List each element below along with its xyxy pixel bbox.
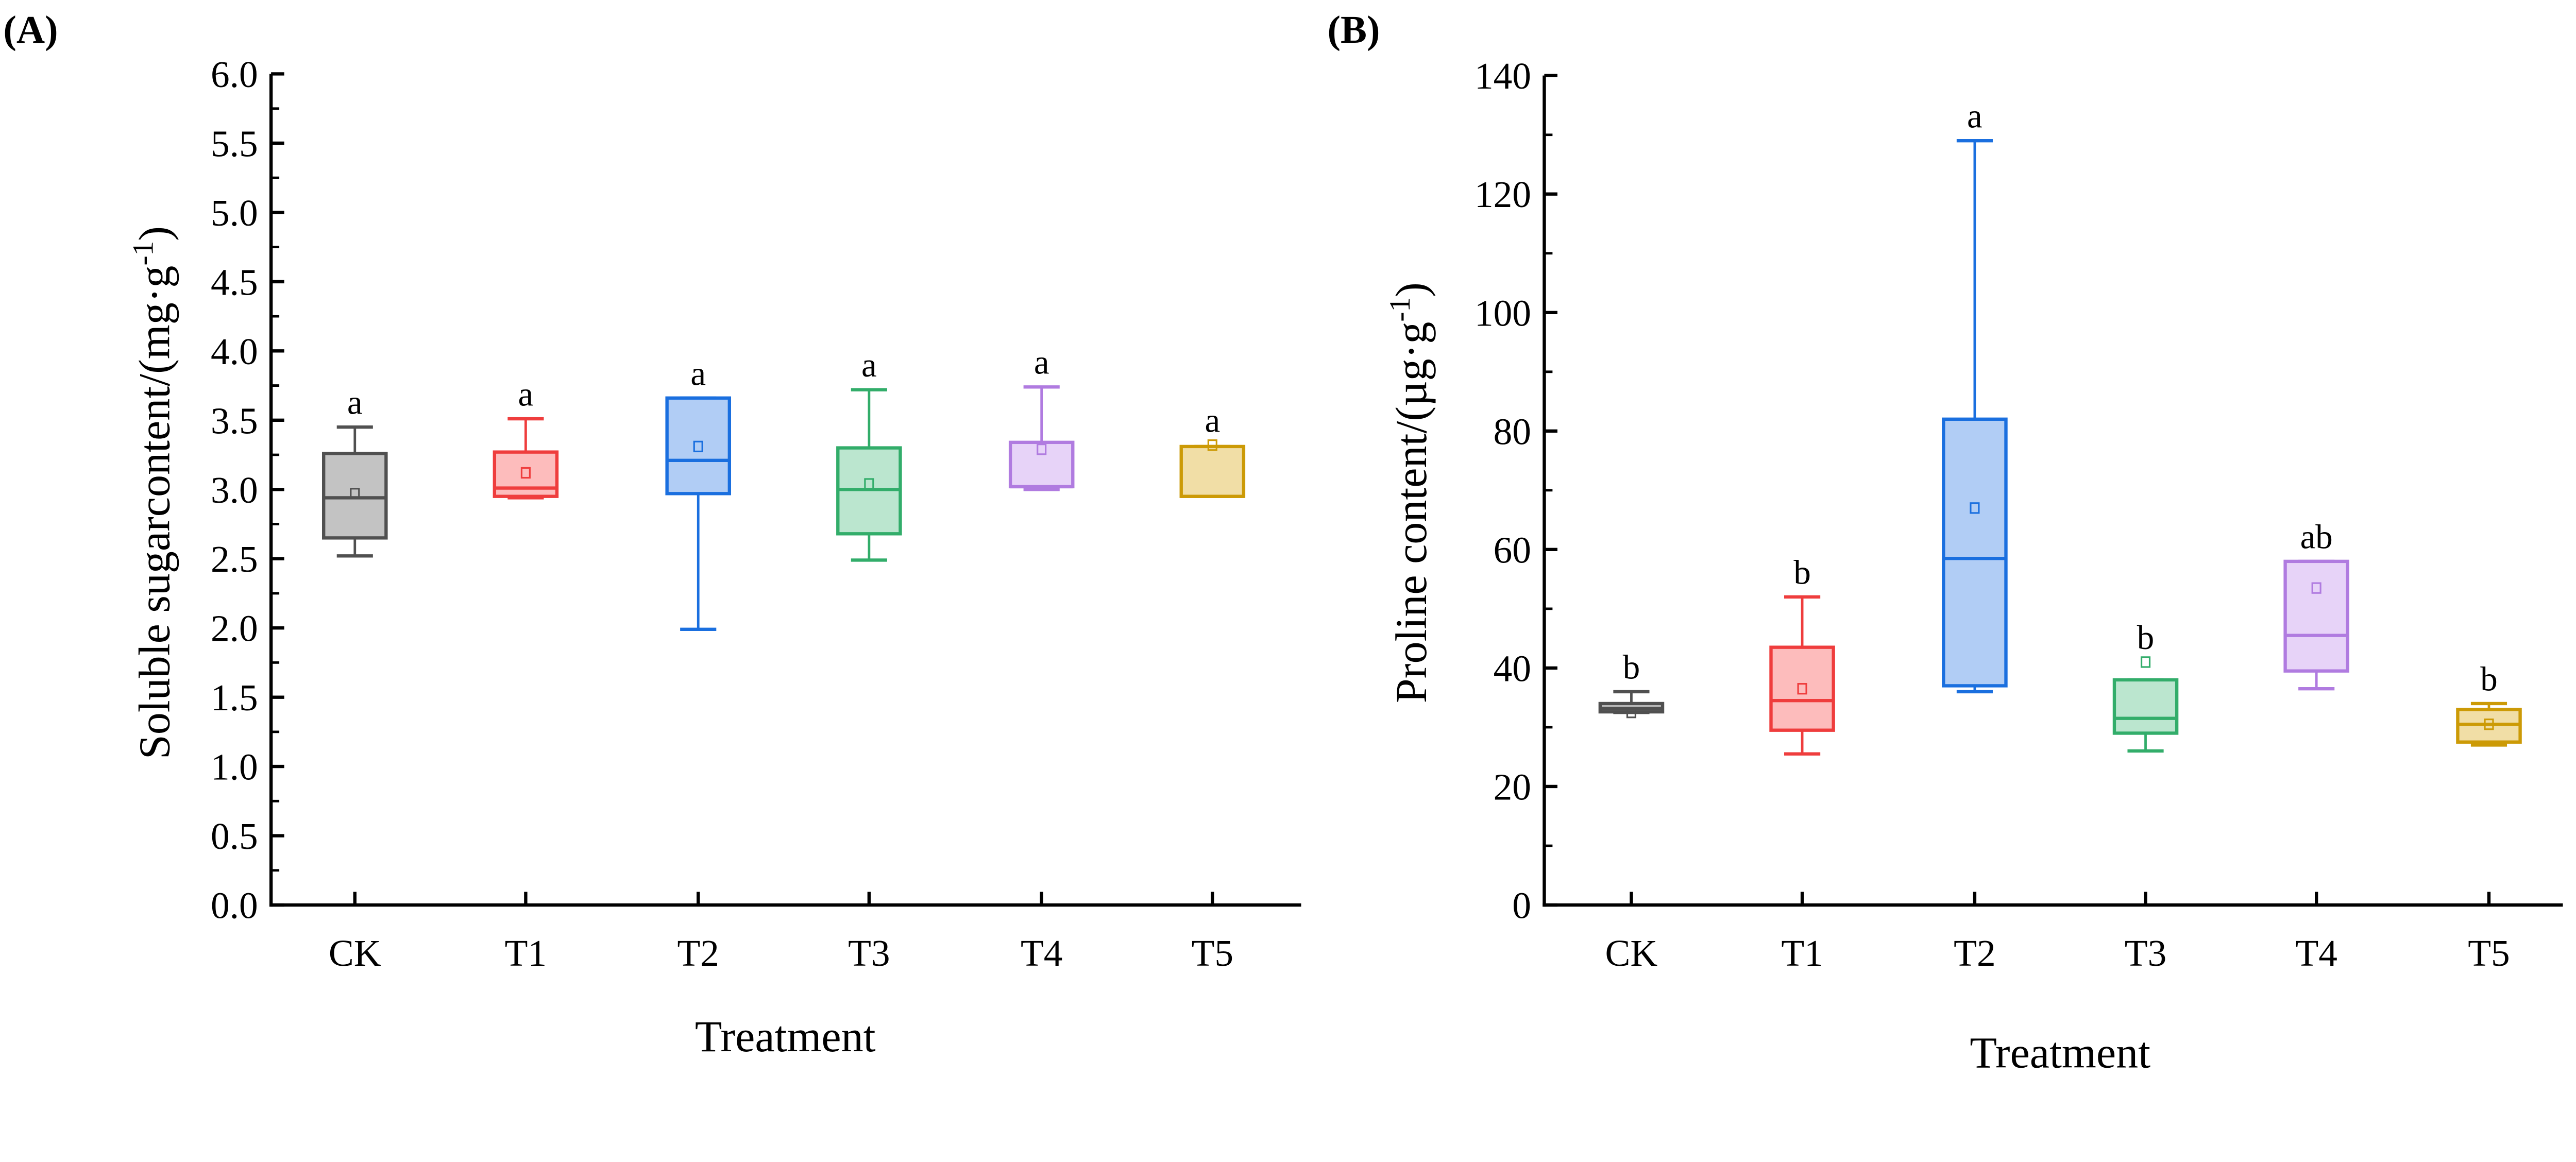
mean-marker [1037, 443, 1047, 455]
y-tick-label-a: 2.5 [211, 538, 258, 580]
x-tick-label-b: T4 [2295, 932, 2337, 974]
y-tick-label-b: 0 [1512, 885, 1531, 927]
iqr-box [1769, 645, 1835, 732]
y-axis-title-a-end: ) [129, 226, 179, 241]
panel-label-b: (B) [1328, 8, 1380, 52]
x-tick-label-a: CK [329, 932, 381, 974]
box-t1-a [493, 417, 559, 500]
y-tick-label-b: 60 [1494, 529, 1531, 571]
x-tick-label-a: T3 [848, 932, 890, 974]
mean-marker [1626, 707, 1637, 719]
box-t1-b [1769, 595, 1835, 756]
x-tick-label-b: CK [1605, 932, 1658, 974]
box-ck-b [1598, 690, 1665, 719]
y-tick-label-a: 4.5 [211, 261, 258, 303]
x-tick-label-b: T2 [1954, 932, 1995, 974]
box-t4-a [1008, 385, 1075, 491]
panel-a-soluble-sugar: (A) Treatment Soluble sugarcontent/(mg·g… [3, 8, 1301, 1061]
significance-letter: b [1623, 648, 1640, 686]
y-tick-label-b: 20 [1494, 766, 1531, 808]
box-t5-b [2456, 702, 2522, 747]
box-t4-b [2283, 559, 2349, 691]
y-axis-title-a: Soluble sugarcontent/(mg·g-1) [127, 226, 179, 759]
iqr-box [2112, 678, 2179, 735]
iqr-box [322, 452, 388, 540]
box-t5-a [1179, 439, 1246, 498]
y-tick-label-b: 100 [1475, 292, 1531, 334]
y-axis-title-b-main: Proline content/(µg·g [1386, 322, 1436, 703]
panel-b-proline: (B) Treatment Proline content/(µg·g-1) 0… [1328, 8, 2563, 1078]
y-tick-label-b: 80 [1494, 411, 1531, 452]
iqr-box [1008, 440, 1075, 489]
significance-letter: ab [2300, 518, 2333, 556]
mean-marker [1797, 683, 1807, 695]
significance-letter: a [1967, 97, 1982, 135]
iqr-box [665, 396, 732, 495]
significance-letter: b [1793, 553, 1810, 591]
x-tick-label-b: T5 [2468, 932, 2510, 974]
panel-label-a: (A) [3, 8, 58, 52]
x-axis-title-b: Treatment [1970, 1028, 2150, 1078]
y-tick-label-a: 1.5 [211, 677, 258, 719]
y-axis-title-b: Proline content/(µg·g-1) [1384, 282, 1436, 703]
y-axis-title-b-end: ) [1386, 282, 1436, 297]
y-tick-label-a: 1.0 [211, 746, 258, 788]
x-tick-label-b: T1 [1781, 932, 1823, 974]
iqr-box [2283, 559, 2349, 673]
mean-marker [1207, 439, 1217, 451]
mean-marker [2311, 582, 2321, 594]
y-tick-label-a: 3.0 [211, 469, 258, 511]
figure: (A) Treatment Soluble sugarcontent/(mg·g… [3, 8, 2563, 1078]
x-tick-label-a: T2 [677, 932, 719, 974]
significance-letter: b [2137, 619, 2154, 657]
box-t3-b [2112, 656, 2179, 753]
mean-marker [520, 467, 531, 479]
x-tick-label-b: T3 [2125, 932, 2166, 974]
y-axis-title-b-sup: -1 [1384, 297, 1416, 322]
mean-marker [693, 440, 703, 453]
significance-letter: a [861, 346, 877, 384]
y-tick-label-b: 40 [1494, 647, 1531, 689]
mean-marker [2140, 656, 2151, 668]
box-t2-b [1942, 139, 2008, 694]
y-tick-label-a: 5.0 [211, 192, 258, 234]
y-axis-title-a-main: Soluble sugarcontent/(mg·g [129, 266, 179, 760]
mean-marker [1970, 502, 1980, 514]
y-axis-title-a-sup: -1 [127, 241, 160, 266]
x-tick-label-a: T1 [505, 932, 547, 974]
y-tick-label-a: 4.0 [211, 331, 258, 372]
y-tick-label-a: 5.5 [211, 123, 258, 164]
iqr-box [493, 450, 559, 498]
y-tick-label-b: 120 [1475, 174, 1531, 215]
x-axis-title-a: Treatment [695, 1012, 876, 1061]
box-t3-a [836, 388, 902, 562]
y-tick-label-a: 2.0 [211, 608, 258, 650]
y-tick-label-b: 140 [1475, 55, 1531, 97]
box-ck-a [322, 425, 388, 558]
iqr-box [1942, 417, 2008, 688]
significance-letter: a [1034, 344, 1049, 382]
y-tick-label-a: 6.0 [211, 54, 258, 95]
significance-letter: a [690, 354, 706, 392]
significance-letter: a [518, 375, 534, 414]
mean-marker [350, 488, 360, 500]
y-tick-label-a: 3.5 [211, 400, 258, 441]
mean-marker [864, 478, 874, 490]
significance-letter: a [347, 384, 363, 422]
significance-letter: b [2480, 660, 2497, 698]
y-tick-label-a: 0.5 [211, 815, 258, 857]
iqr-box [1179, 445, 1246, 498]
mean-marker [2484, 719, 2494, 730]
x-tick-label-a: T4 [1021, 932, 1062, 974]
x-tick-label-a: T5 [1192, 932, 1233, 974]
significance-letter: a [1205, 402, 1220, 440]
box-t2-a [665, 396, 732, 631]
y-tick-label-a: 0.0 [211, 885, 258, 927]
